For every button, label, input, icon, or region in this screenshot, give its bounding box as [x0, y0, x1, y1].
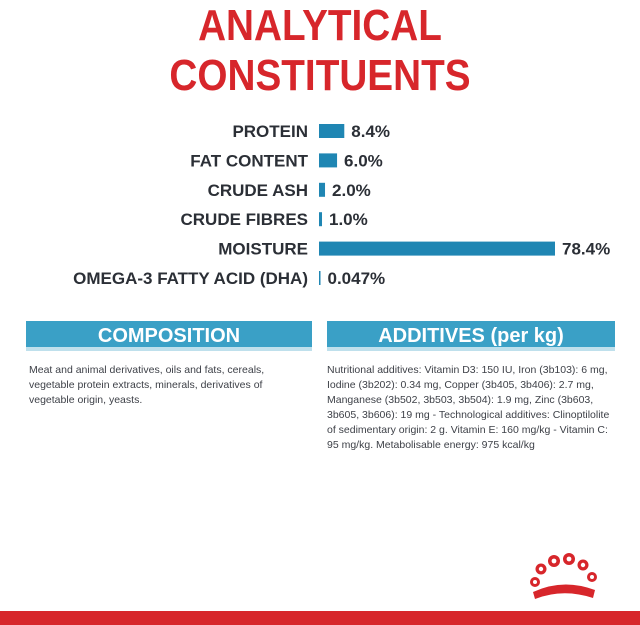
composition-divider [26, 347, 312, 351]
value-label: 0.047% [328, 269, 386, 288]
composition-text: Meat and animal derivatives, oils and fa… [29, 364, 265, 406]
value-label: 78.4% [562, 240, 610, 259]
category-label: FAT CONTENT [190, 151, 308, 170]
value-label: 6.0% [344, 151, 383, 170]
bar [319, 124, 345, 138]
additives-heading: ADDITIVES (per kg) [378, 325, 564, 347]
composition-header: COMPOSITION [26, 321, 312, 347]
bar [319, 271, 321, 285]
title-line-1: ANALYTICAL [198, 1, 442, 50]
composition-heading: COMPOSITION [97, 325, 241, 347]
bar [319, 153, 338, 168]
bar [319, 241, 555, 256]
bar [319, 212, 323, 227]
value-label: 2.0% [332, 181, 371, 200]
category-label: CRUDE FIBRES [180, 210, 308, 229]
value-label: 8.4% [351, 122, 390, 141]
category-label: MOISTURE [218, 240, 308, 259]
category-label: CRUDE ASH [208, 181, 308, 200]
additives-text: Nutritional additives: Vitamin D3: 150 I… [327, 364, 610, 451]
value-label: 1.0% [329, 210, 368, 229]
additives-divider [327, 347, 615, 351]
royal-crown-icon [530, 553, 597, 599]
analytical-constituents-chart: PROTEIN 8.4% FAT CONTENT 6.0% CRUDE ASH 2.0% C… [73, 122, 610, 288]
title-line-2: CONSTITUENTS [169, 51, 471, 100]
bottom-brand-band [0, 611, 640, 625]
bar [319, 182, 326, 197]
category-label: PROTEIN [232, 122, 308, 141]
additives-header: ADDITIVES (per kg) [327, 321, 615, 347]
category-label: OMEGA-3 FATTY ACID (DHA) [73, 269, 308, 288]
